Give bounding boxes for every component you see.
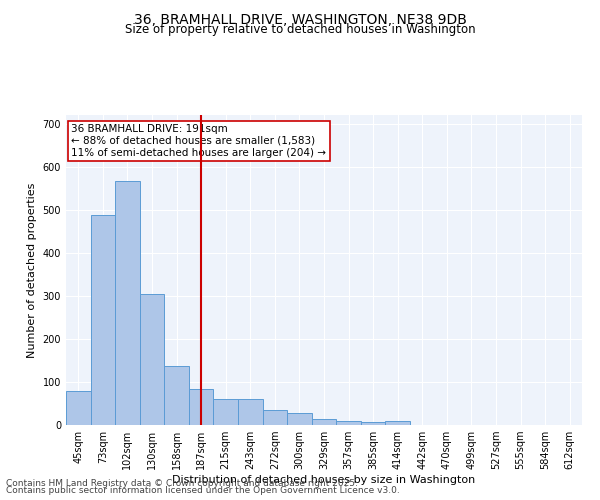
Bar: [312, 420, 336, 425]
Bar: [385, 420, 410, 425]
Bar: [189, 390, 214, 425]
Bar: [164, 366, 189, 425]
Text: 36, BRAMHALL DRIVE, WASHINGTON, NE38 9DB: 36, BRAMHALL DRIVE, WASHINGTON, NE38 9DB: [134, 12, 466, 26]
Text: Contains public sector information licensed under the Open Government Licence v3: Contains public sector information licen…: [6, 486, 400, 495]
Bar: [336, 420, 361, 425]
Bar: [140, 294, 164, 425]
Bar: [115, 181, 140, 425]
Bar: [361, 422, 385, 425]
Y-axis label: Number of detached properties: Number of detached properties: [27, 182, 37, 358]
X-axis label: Distribution of detached houses by size in Washington: Distribution of detached houses by size …: [172, 475, 476, 485]
Bar: [214, 399, 238, 425]
Bar: [238, 399, 263, 425]
Text: Size of property relative to detached houses in Washington: Size of property relative to detached ho…: [125, 24, 475, 36]
Bar: [263, 410, 287, 425]
Bar: [66, 390, 91, 425]
Bar: [91, 215, 115, 425]
Text: 36 BRAMHALL DRIVE: 191sqm
← 88% of detached houses are smaller (1,583)
11% of se: 36 BRAMHALL DRIVE: 191sqm ← 88% of detac…: [71, 124, 326, 158]
Text: Contains HM Land Registry data © Crown copyright and database right 2025.: Contains HM Land Registry data © Crown c…: [6, 478, 358, 488]
Bar: [287, 413, 312, 425]
